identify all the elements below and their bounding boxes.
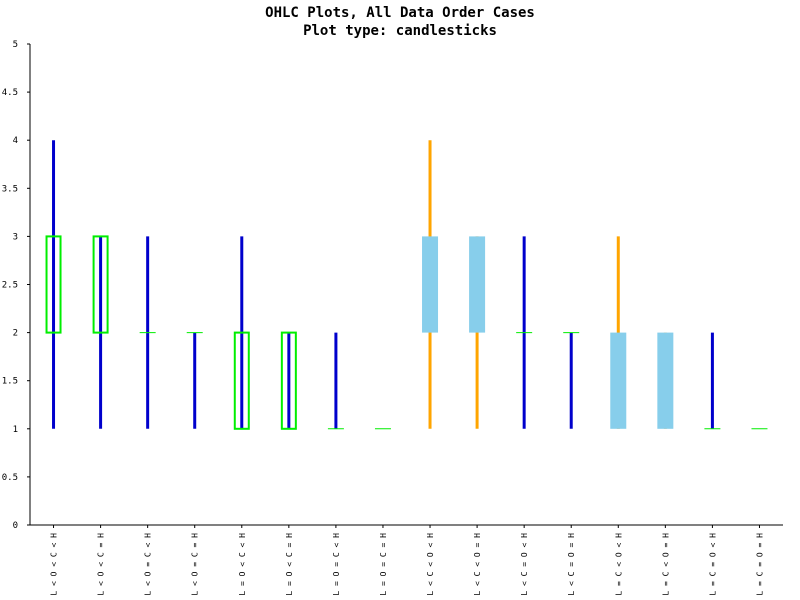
x-tick-label: L < O < C < H (50, 533, 59, 596)
x-tick-label: L = O < C < H (238, 533, 247, 596)
candle-body-up (92, 235, 109, 334)
x-tick-label: L < C = O < H (520, 533, 529, 596)
x-tick-label: L = C = O < H (708, 533, 717, 596)
y-tick-label: 0 (13, 521, 18, 531)
x-tick-label: L < C < O = H (473, 533, 482, 596)
x-tick-label: L = O < C = H (285, 533, 294, 596)
candle-body-down (469, 236, 486, 333)
y-tick-label: 1 (13, 425, 18, 435)
candle-body-up (233, 331, 250, 430)
x-tick-label: L = O = C = H (379, 533, 388, 596)
candle-body-down (657, 332, 674, 429)
x-tick-label: L < O = C = H (191, 533, 200, 596)
x-tick-label: L < O < C = H (97, 533, 106, 596)
y-tick-label: 3 (13, 232, 18, 242)
x-tick-label: L < O = C < H (144, 533, 153, 596)
candle-body-down (610, 332, 627, 429)
x-tick-label: L = C < O < H (614, 533, 623, 596)
x-tick-label: L < C < O < H (426, 533, 435, 596)
y-tick-label: 4 (13, 136, 18, 146)
y-tick-label: 3.5 (2, 184, 18, 194)
candle-body-up (280, 331, 297, 430)
x-tick-label: L < C = O = H (567, 533, 576, 596)
x-tick-label: L = C = O = H (755, 533, 764, 596)
y-tick-label: 2.5 (2, 281, 18, 291)
chart-subtitle: Plot type: candlesticks (303, 23, 497, 39)
y-tick-label: 1.5 (2, 377, 18, 387)
y-tick-label: 4.5 (2, 88, 18, 98)
candle-body-down (422, 236, 439, 333)
y-tick-label: 0.5 (2, 473, 18, 483)
y-tick-label: 5 (13, 40, 18, 50)
candle-body-up (45, 235, 62, 334)
x-tick-label: L = O = C < H (332, 533, 341, 596)
chart-title: OHLC Plots, All Data Order Cases (265, 5, 535, 21)
y-tick-label: 2 (13, 329, 18, 339)
x-tick-label: L = C < O = H (661, 533, 670, 596)
